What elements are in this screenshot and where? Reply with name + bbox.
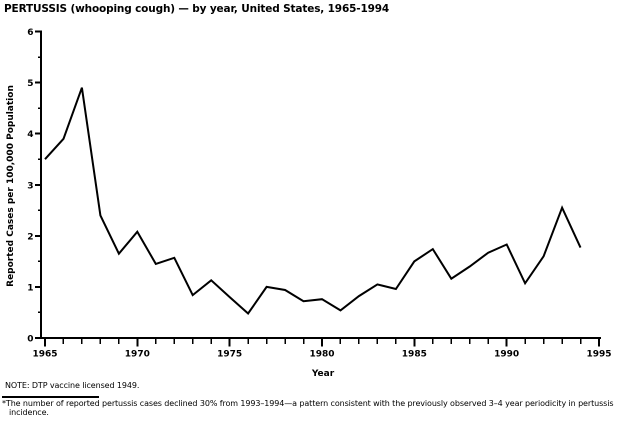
- pertussis-incidence-line: [44, 87, 582, 315]
- x-tick-label: 1990: [494, 350, 519, 360]
- y-tick-label: 3: [27, 181, 33, 191]
- x-tick-label: 1975: [217, 350, 242, 360]
- y-tick-label: 1: [27, 283, 33, 293]
- y-tick-label: 0: [27, 335, 33, 345]
- plot-area: 0 1 2 3 4 5 6 1965 1970 1975 1980 1985 1990 1995: [27, 28, 611, 360]
- x-tick-label: 1995: [586, 350, 611, 360]
- x-tick-label: 1980: [309, 350, 334, 360]
- footnote-text: The number of reported pertussis cases d…: [5, 399, 614, 417]
- x-tick-label: 1985: [402, 350, 427, 360]
- y-tick-label: 5: [27, 79, 33, 89]
- y-tick-label: 4: [27, 130, 33, 140]
- x-tick-label: 1965: [32, 350, 57, 360]
- footnote-separator-rule: [2, 396, 99, 398]
- chart-title: PERTUSSIS (whooping cough) — by year, Un…: [4, 3, 390, 15]
- y-tick-label: 2: [27, 232, 33, 242]
- footnote: *The number of reported pertussis cases …: [2, 399, 630, 417]
- y-axis-title: Reported Cases per 100,000 Population: [6, 85, 16, 287]
- pertussis-chart: 0 1 2 3 4 5 6 1965 1970 1975 1980 1985 1990 1995 Repo…: [6, 28, 612, 379]
- footnote-marker: *: [2, 399, 6, 408]
- x-tick-label: 1970: [125, 350, 150, 360]
- x-axis-title: Year: [311, 369, 335, 379]
- y-tick-label: 6: [27, 28, 33, 38]
- vaccine-note: NOTE: DTP vaccine licensed 1949.: [5, 381, 140, 390]
